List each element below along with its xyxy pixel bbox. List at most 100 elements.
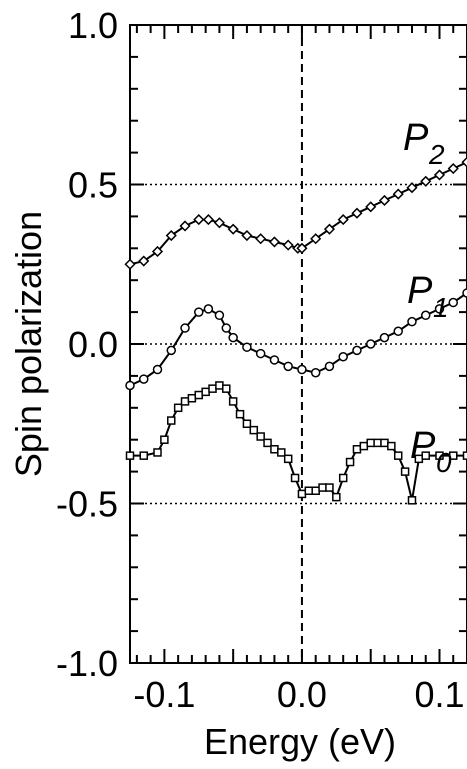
data-point [392,188,404,200]
data-point [241,229,253,242]
data-point [201,387,210,397]
y-tick-label: 1.0 [68,5,118,46]
data-point [222,384,231,393]
data-point [462,288,467,298]
x-tick-label: 0.1 [414,674,464,715]
data-point [256,432,265,441]
data-point [255,233,267,245]
data-point [337,214,349,226]
data-point [304,486,314,495]
data-point [373,438,382,448]
data-point [215,381,224,390]
data-point [338,352,348,362]
series-label-0: P [410,425,436,467]
data-point [194,307,204,317]
y-tick-label: -0.5 [56,484,118,525]
series-1 [125,288,467,391]
data-point [153,448,162,457]
data-point [366,438,375,448]
data-point [461,156,467,168]
data-point [297,364,307,375]
data-point [420,310,431,321]
data-point [387,441,396,451]
data-point [235,409,245,419]
y-tick-label: 0.5 [68,165,118,206]
data-point [165,229,177,242]
series-label-sub-1: 1 [433,292,449,323]
x-axis-label: Energy (eV) [204,721,396,762]
data-point [318,483,327,492]
data-point [125,380,135,391]
data-point [282,239,294,251]
data-point [214,310,225,321]
data-point [351,207,363,219]
data-point [365,201,377,213]
data-point [393,326,403,336]
data-point [420,175,432,187]
y-axis-label: Spin polarization [8,211,49,477]
data-point [433,169,446,181]
data-point [125,451,135,460]
data-point [255,348,266,359]
data-point [290,473,300,483]
data-point [325,483,334,492]
data-point [345,457,355,467]
data-point [227,223,239,235]
data-point [407,496,417,505]
data-point [139,451,149,460]
data-point [393,451,403,460]
data-point [283,361,293,372]
data-point [213,217,225,229]
data-point [332,492,341,502]
data-point [406,182,418,194]
data-point [167,416,176,425]
series-label-2: P [403,117,429,159]
data-point [203,304,214,314]
data-point [311,486,320,495]
data-point [268,236,280,248]
series-labels: P 2P 1P 0 [403,117,452,478]
data-point [166,345,177,356]
data-point [139,374,149,384]
data-point [379,332,390,343]
data-point [310,233,322,245]
data-point [462,451,467,460]
data-point [421,451,430,460]
data-point [297,489,307,499]
data-point [380,438,389,448]
x-tick-label: -0.1 [133,674,195,715]
data-point [400,467,410,476]
series-2 [125,381,467,505]
data-point [277,448,286,457]
y-tick-label: -1.0 [56,643,118,684]
data-point [208,384,217,393]
data-point [249,425,259,435]
data-point [242,342,252,352]
x-tick-label: 0.0 [277,674,327,715]
data-point [180,323,190,333]
data-point [448,297,458,308]
data-point [202,214,214,226]
data-point [352,445,362,454]
data-point [228,397,238,406]
data-point [160,435,169,444]
data-point [193,214,205,226]
data-point [434,304,445,314]
data-point [365,339,376,349]
data-point [323,223,336,235]
data-point [124,258,136,270]
data-point [221,323,232,333]
data-point [187,393,197,403]
data-point [352,345,362,356]
data-point [180,397,190,406]
data-point [324,361,335,372]
data-point [138,255,150,267]
series-label-sub-2: 2 [428,139,445,170]
data-point [242,419,252,428]
data-point [270,445,279,454]
data-point [296,242,308,254]
data-point [378,194,391,207]
data-point [407,316,417,327]
data-point [173,403,183,413]
